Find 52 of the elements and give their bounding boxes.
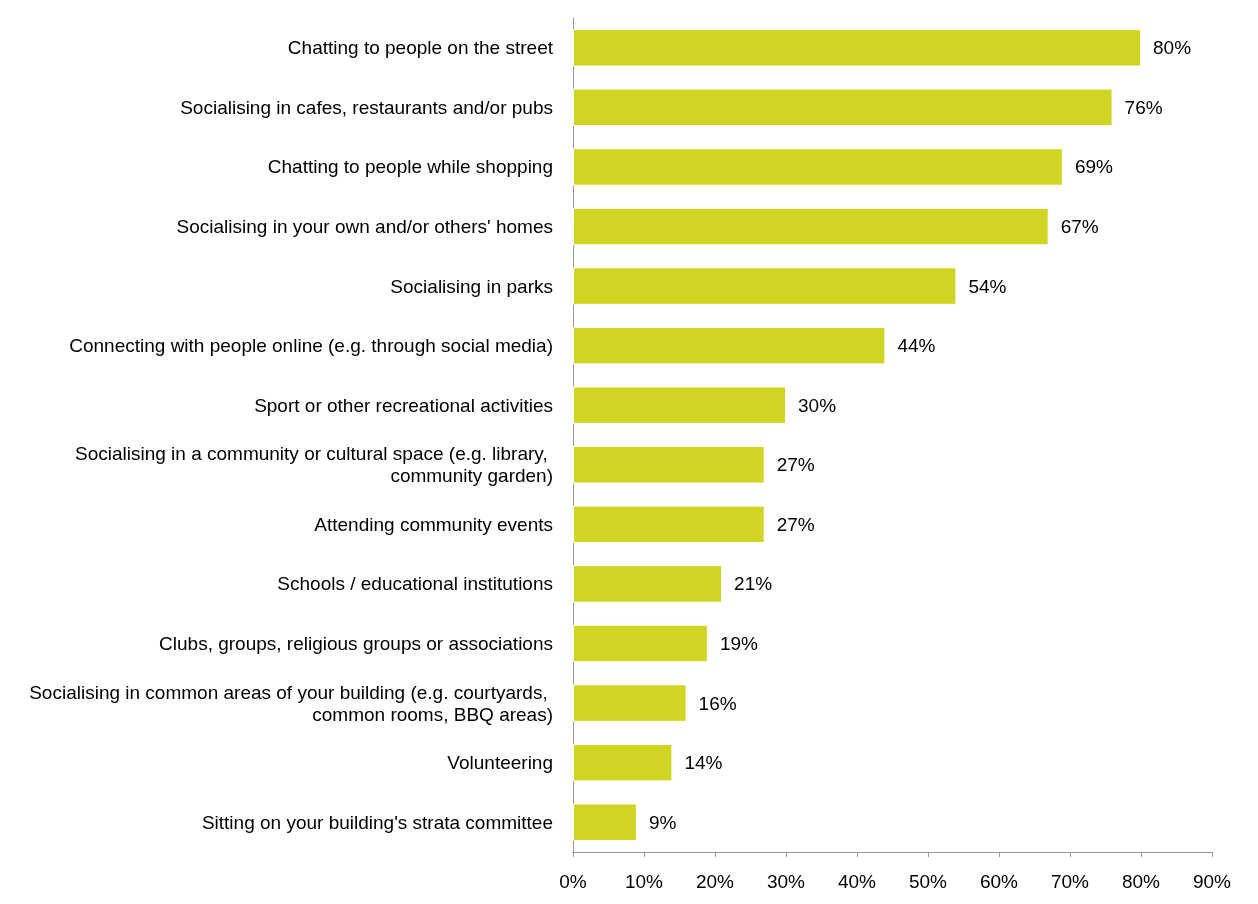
x-tick-label: 20%	[695, 871, 735, 892]
data-label: 44%	[897, 335, 936, 357]
bar	[573, 684, 687, 722]
x-tick-label: 50%	[908, 871, 948, 892]
y-tick-label: Socialising in your own and/or others' homes	[176, 216, 553, 237]
x-tick-label: 60%	[979, 871, 1019, 892]
data-label: 14%	[684, 752, 723, 774]
data-label: 19%	[719, 633, 759, 654]
y-tick-label: Connecting with people online (e.g. through social media)	[69, 335, 553, 357]
y-tick-label: Sitting on your building's strata committee	[201, 811, 553, 833]
bar	[573, 29, 1141, 67]
data-label: 80%	[1153, 37, 1192, 59]
data-label: 30%	[798, 394, 837, 416]
data-label: 76%	[1124, 96, 1163, 118]
bar	[573, 505, 765, 544]
bar	[573, 743, 673, 782]
x-tick-label: 40%	[837, 871, 877, 892]
x-tick-label: 90%	[1192, 871, 1232, 892]
data-label: 54%	[968, 275, 1007, 297]
bar	[573, 326, 886, 365]
bar	[573, 803, 637, 841]
data-label: 21%	[734, 573, 773, 595]
y-tick-label: Chatting to people on the street	[287, 37, 554, 59]
data-label: 69%	[1074, 156, 1114, 178]
y-tick-label: Socialising in common areas of your building (e.g. courtyards, common rooms, BBQ areas)	[29, 681, 553, 725]
data-label: 67%	[1060, 216, 1099, 237]
y-tick-label: Socialising in parks	[390, 275, 553, 297]
x-tick-label: 0%	[559, 871, 587, 892]
data-label: 27%	[776, 513, 815, 535]
y-tick-label: Socialising in cafes, restaurants and/or pubs	[180, 96, 553, 118]
x-tick-label: 10%	[624, 871, 664, 892]
y-tick-label: Volunteering	[447, 752, 553, 774]
y-tick-label: Chatting to people while shopping	[267, 156, 553, 178]
data-label: 16%	[698, 692, 737, 714]
y-tick-label: Sport or other recreational activities	[254, 394, 553, 416]
bar	[573, 148, 1063, 186]
bar	[573, 386, 786, 424]
y-tick-label: Attending community events	[314, 513, 553, 535]
y-tick-label: Schools / educational institutions	[277, 573, 553, 595]
x-tick-label: 80%	[1121, 871, 1161, 892]
bar	[573, 565, 723, 603]
x-tick-label: 30%	[766, 871, 806, 892]
y-tick-label: Socialising in a community or cultural space (e.g. library, community garden)	[74, 443, 553, 487]
data-label: 9%	[648, 811, 677, 833]
bar	[573, 88, 1113, 127]
bar	[573, 624, 708, 663]
bar	[573, 446, 765, 484]
y-tick-label: Clubs, groups, religious groups or associations	[159, 633, 553, 654]
bar	[573, 207, 1049, 246]
x-tick-label: 70%	[1050, 871, 1090, 892]
data-label: 27%	[776, 454, 815, 476]
bar	[573, 267, 957, 305]
